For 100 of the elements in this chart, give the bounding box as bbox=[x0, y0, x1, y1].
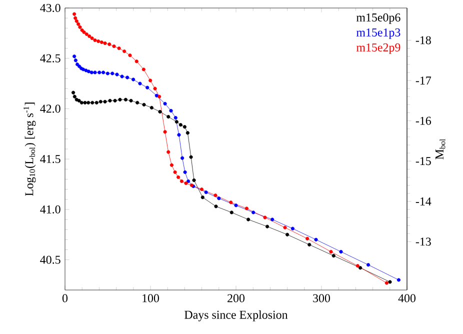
point bbox=[246, 218, 250, 222]
point bbox=[314, 238, 318, 242]
y-tick-label: 41.5 bbox=[40, 155, 60, 164]
point bbox=[166, 114, 170, 119]
point bbox=[178, 123, 182, 127]
x-tick-label: 0 bbox=[62, 294, 68, 302]
point bbox=[200, 196, 204, 200]
point bbox=[163, 130, 167, 134]
point bbox=[84, 68, 88, 72]
point bbox=[366, 263, 370, 267]
point bbox=[98, 70, 102, 74]
point bbox=[176, 175, 180, 179]
point bbox=[214, 194, 218, 198]
point bbox=[146, 86, 150, 90]
point bbox=[93, 70, 97, 74]
point bbox=[148, 78, 152, 82]
point bbox=[174, 116, 178, 120]
y-tick-label: 43.0 bbox=[40, 4, 60, 12]
point bbox=[150, 106, 154, 110]
point bbox=[214, 204, 218, 208]
point bbox=[170, 163, 174, 167]
point bbox=[169, 108, 173, 113]
point bbox=[126, 76, 130, 80]
point bbox=[112, 44, 116, 48]
point bbox=[358, 266, 362, 270]
point bbox=[138, 82, 142, 86]
x-tick-label: 300 bbox=[313, 294, 330, 302]
point bbox=[270, 218, 274, 222]
point bbox=[74, 19, 78, 23]
point bbox=[102, 70, 106, 74]
point bbox=[78, 25, 82, 29]
point bbox=[290, 226, 294, 230]
point bbox=[182, 125, 186, 129]
point bbox=[332, 254, 336, 258]
point bbox=[396, 278, 400, 282]
point bbox=[230, 210, 234, 214]
point bbox=[192, 178, 196, 182]
point bbox=[283, 226, 287, 230]
point bbox=[74, 58, 78, 62]
point bbox=[86, 100, 90, 104]
point bbox=[118, 98, 122, 102]
point bbox=[308, 242, 312, 246]
point bbox=[234, 204, 238, 208]
point bbox=[108, 98, 112, 102]
point bbox=[183, 170, 187, 174]
point bbox=[82, 30, 86, 34]
x-axis-title: Days since Explosion bbox=[184, 310, 288, 322]
point bbox=[158, 110, 162, 114]
point bbox=[93, 38, 97, 42]
y2-tick-label: -16 bbox=[416, 116, 432, 125]
point bbox=[129, 98, 133, 102]
point bbox=[90, 100, 94, 104]
point bbox=[113, 98, 117, 102]
point bbox=[384, 281, 388, 285]
point bbox=[174, 120, 178, 124]
point bbox=[158, 94, 162, 98]
point bbox=[76, 22, 80, 26]
point bbox=[72, 12, 76, 16]
y2-tick-label: -14 bbox=[416, 197, 432, 206]
point bbox=[72, 90, 76, 94]
y2-tick-label: -18 bbox=[416, 36, 431, 44]
text: m15e1p3 bbox=[356, 28, 400, 39]
point bbox=[80, 100, 84, 104]
point bbox=[117, 46, 121, 50]
text: m15e2p9 bbox=[356, 43, 400, 54]
point bbox=[177, 133, 181, 137]
point bbox=[204, 190, 208, 194]
text: m15e0p6 bbox=[356, 13, 400, 24]
point bbox=[84, 32, 88, 36]
point bbox=[142, 102, 146, 106]
point bbox=[74, 98, 78, 102]
point bbox=[189, 155, 193, 159]
point bbox=[110, 72, 114, 76]
point bbox=[244, 206, 248, 210]
point bbox=[252, 210, 256, 214]
point bbox=[142, 68, 146, 72]
point bbox=[180, 156, 184, 160]
point bbox=[306, 236, 310, 240]
point bbox=[103, 41, 107, 46]
point bbox=[339, 250, 343, 254]
point bbox=[106, 72, 110, 76]
point bbox=[136, 100, 140, 104]
point bbox=[115, 72, 119, 76]
y-tick-label: 40.5 bbox=[40, 256, 60, 264]
y-axis-title: Log$_{10}$(L$_{bol}$) [erg s$^{-1}$] bbox=[24, 102, 36, 196]
point bbox=[77, 98, 81, 102]
point bbox=[266, 224, 270, 228]
point bbox=[163, 102, 167, 106]
point bbox=[153, 86, 157, 90]
y-tick-label: 41.0 bbox=[40, 205, 60, 214]
y2-tick-label: -17 bbox=[416, 76, 432, 84]
point bbox=[103, 100, 107, 104]
point bbox=[96, 39, 100, 44]
y2-tick-label: -13 bbox=[416, 238, 431, 246]
point bbox=[180, 179, 184, 184]
point bbox=[173, 170, 177, 174]
x-tick-label: 400 bbox=[398, 294, 416, 302]
x-tick-label: 100 bbox=[142, 294, 160, 302]
point bbox=[184, 181, 188, 186]
point bbox=[120, 74, 124, 78]
